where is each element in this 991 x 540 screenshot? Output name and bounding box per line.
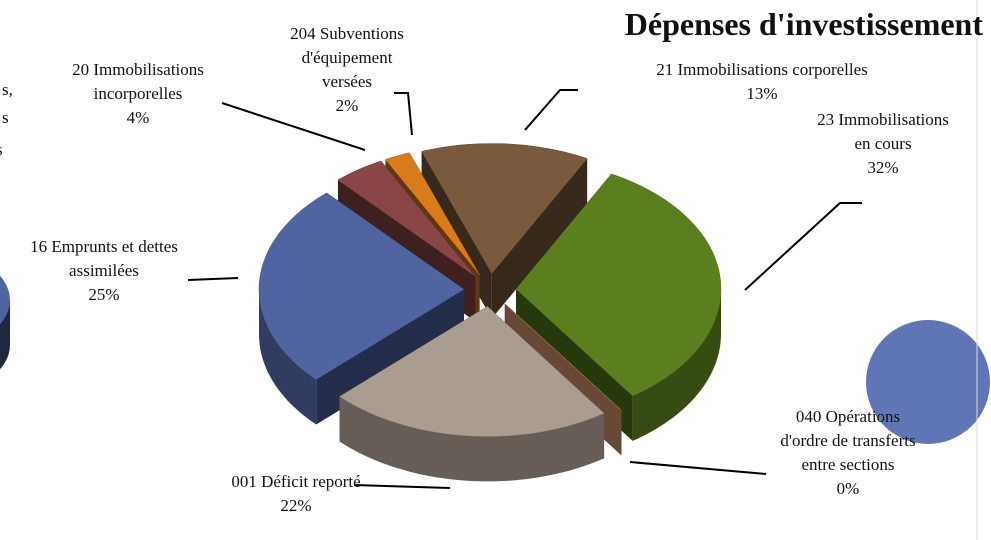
value-label: 4% (126, 108, 150, 127)
slice-side (632, 289, 721, 441)
slice (339, 306, 605, 482)
category-label: 16 Emprunts et dettes assimilées (30, 237, 178, 280)
slice-label: 23 Immobilisations en cours 32% (813, 108, 953, 180)
slice-top (384, 152, 480, 276)
slice-top (421, 143, 588, 274)
slice-top (515, 173, 722, 397)
value-label: 25% (88, 285, 120, 304)
leader-line (524, 89, 578, 131)
value-label: 22% (280, 496, 312, 515)
slice-label: 001 Déficit reporté 22% (231, 470, 361, 518)
fragment-text: s, (2, 80, 13, 99)
leader-line (353, 484, 451, 489)
category-label: 001 Déficit reporté (231, 472, 361, 491)
slice-wall (491, 158, 588, 319)
category-label: 21 Immobilisations corporelles (656, 60, 868, 79)
slice-top (337, 160, 476, 277)
slice-side (339, 396, 605, 482)
leader-line (187, 277, 239, 281)
value-label: 0% (836, 479, 860, 498)
category-label: 20 Immobilisations incorporelles (72, 60, 204, 103)
leader-line (221, 102, 366, 151)
slice-label: 20 Immobilisations incorporelles 4% (71, 58, 206, 130)
value-label: 13% (746, 84, 778, 103)
value-label: 2% (335, 96, 359, 115)
slice-label: 16 Emprunts et dettes assimilées 25% (29, 235, 179, 307)
slice-top (339, 306, 605, 437)
category-label: 23 Immobilisations en cours (817, 110, 949, 153)
fragment-text: s (0, 140, 3, 160)
leader-line (394, 92, 413, 136)
leader-line (629, 461, 767, 475)
slice-side (259, 289, 317, 425)
chart-title: Dépenses d'investissement (624, 6, 983, 42)
slice-top (258, 192, 465, 380)
decor-circle (866, 320, 990, 444)
category-label: 040 Opérations d'ordre de transferts ent… (780, 407, 916, 474)
partial-pie (0, 275, 10, 370)
slice-top (504, 303, 622, 411)
value-label: 32% (867, 158, 899, 177)
leader-line (744, 202, 862, 291)
category-label: 204 Subventions d'équipement versées (290, 24, 404, 91)
slice-label: 204 Subventions d'équipement versées 2% (277, 22, 417, 118)
slice-label: 21 Immobilisations corporelles 13% (592, 58, 932, 106)
slice-label: 040 Opérations d'ordre de transferts ent… (778, 405, 918, 501)
fragment-text: s (2, 108, 9, 127)
